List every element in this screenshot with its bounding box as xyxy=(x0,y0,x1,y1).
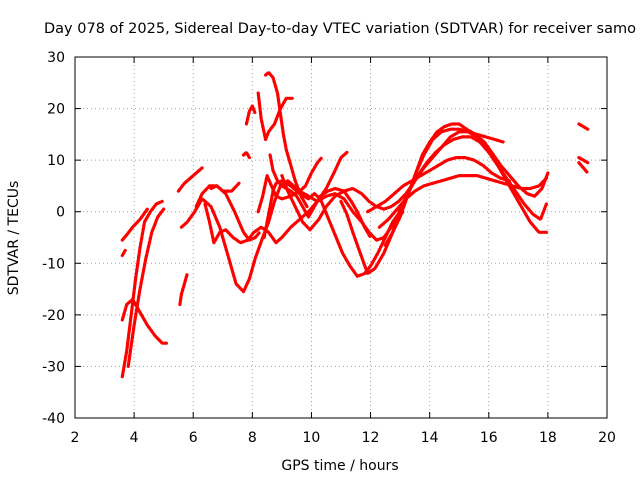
x-tick-labels: 2 4 6 8 10 12 14 16 18 20 xyxy=(71,430,616,446)
series-track-24 xyxy=(577,122,590,131)
y-tick-labels: -40 -30 -20 -10 0 10 20 30 xyxy=(42,50,65,427)
y-tick-label: 30 xyxy=(47,50,65,66)
series-track-7 xyxy=(176,166,204,193)
series-track-15 xyxy=(264,70,309,209)
series-track-25 xyxy=(577,156,590,165)
x-tick-label: 10 xyxy=(303,430,321,446)
series-track-3 xyxy=(120,199,164,379)
y-tick-label: -10 xyxy=(42,256,65,272)
plot-series xyxy=(120,70,590,379)
series-track-8 xyxy=(179,156,324,294)
series-track-10 xyxy=(209,181,241,193)
x-axis-label: GPS time / hours xyxy=(281,458,398,474)
plot-frame xyxy=(74,56,608,419)
series-track-5 xyxy=(126,207,166,368)
y-tick-label: 10 xyxy=(47,153,65,169)
y-tick-label: -40 xyxy=(42,411,65,427)
x-tick-label: 4 xyxy=(130,430,139,446)
x-tick-label: 18 xyxy=(539,430,557,446)
x-tick-label: 20 xyxy=(598,430,616,446)
series-track-13 xyxy=(241,150,251,160)
series-track-23 xyxy=(383,127,506,247)
x-tick-label: 2 xyxy=(71,430,80,446)
series-track-12 xyxy=(244,104,257,126)
series-track-26 xyxy=(577,161,590,175)
series-track-21 xyxy=(366,156,512,214)
axis-ticks xyxy=(74,56,608,419)
series-track-14 xyxy=(256,91,294,142)
x-tick-label: 8 xyxy=(248,430,257,446)
y-tick-label: -30 xyxy=(42,359,65,375)
series-track-4 xyxy=(120,297,169,345)
y-axis-label: SDTVAR / TECUs xyxy=(6,181,22,296)
x-tick-label: 12 xyxy=(362,430,380,446)
y-tick-label: -20 xyxy=(42,308,65,324)
series-track-20 xyxy=(339,135,549,276)
chart-title: Day 078 of 2025, Sidereal Day-to-day VTE… xyxy=(44,21,636,37)
series-track-9 xyxy=(194,184,262,242)
series-track-2 xyxy=(120,248,127,258)
y-tick-label: 0 xyxy=(56,205,65,221)
grid-lines xyxy=(75,57,607,418)
y-tick-label: 20 xyxy=(47,102,65,118)
series-track-11 xyxy=(203,192,405,245)
x-tick-label: 16 xyxy=(480,430,498,446)
series-track-6 xyxy=(178,272,189,307)
x-tick-label: 6 xyxy=(189,430,198,446)
x-tick-label: 14 xyxy=(421,430,439,446)
series-track-18 xyxy=(256,150,349,214)
series-track-1 xyxy=(120,207,149,242)
series-track-16 xyxy=(268,153,373,240)
